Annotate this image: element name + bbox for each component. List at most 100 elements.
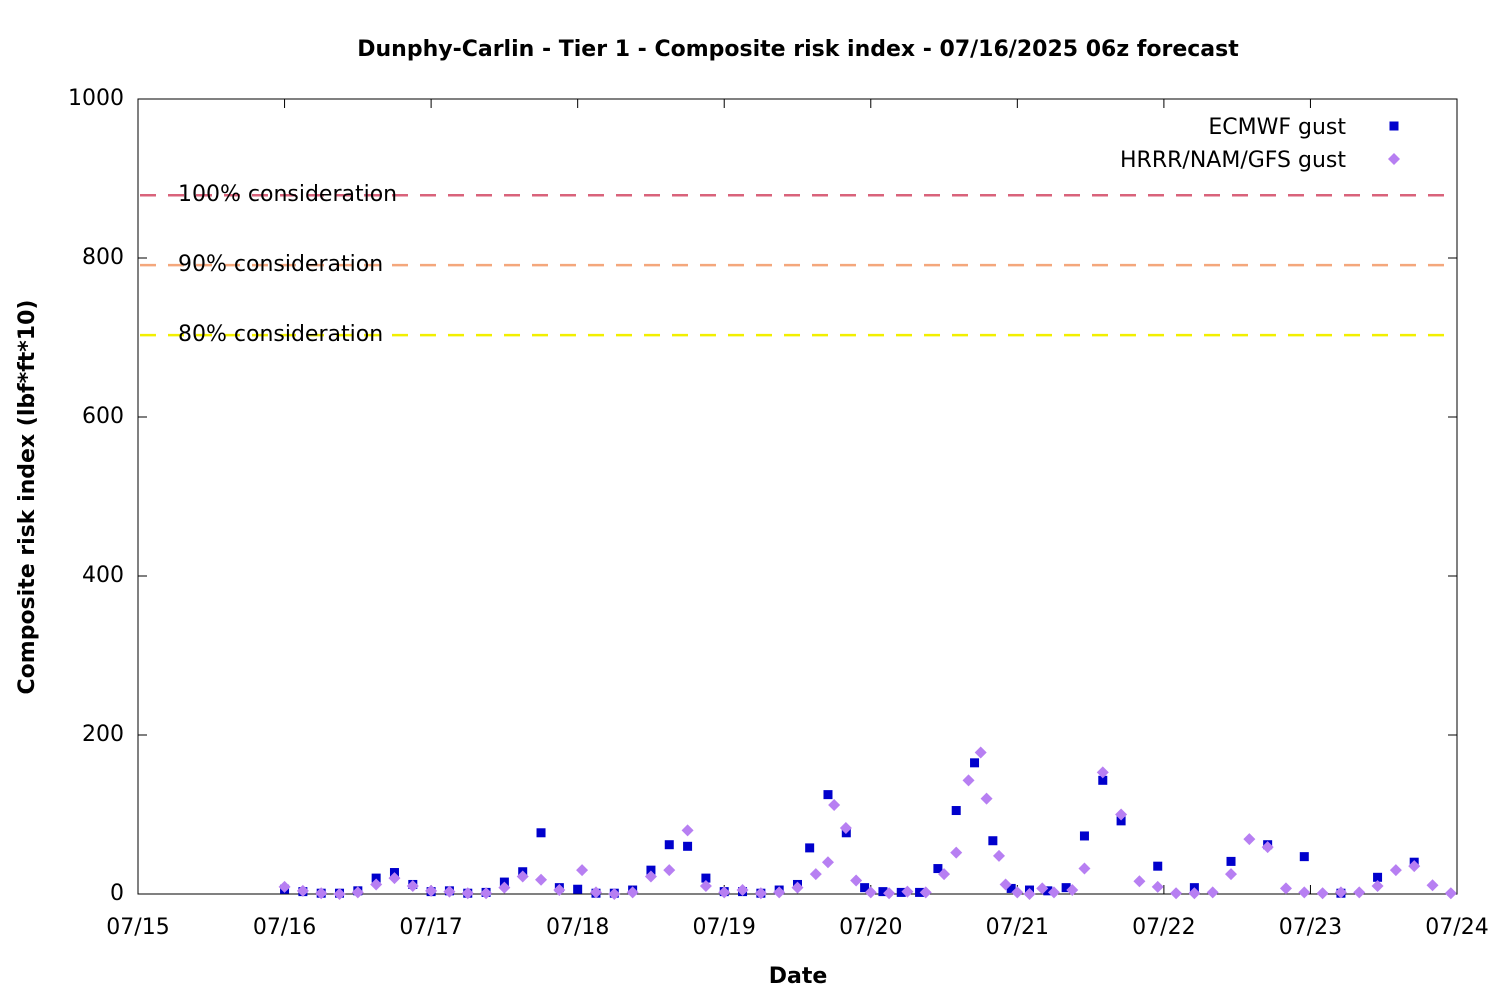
data-point: [576, 864, 589, 877]
x-tick-label: 07/23: [1279, 915, 1342, 940]
y-tick-label: 1000: [68, 86, 124, 111]
data-point: [333, 888, 346, 900]
data-point: [1115, 808, 1128, 821]
data-point: [993, 849, 1006, 862]
data-point: [663, 864, 676, 877]
data-point: [999, 878, 1012, 891]
y-axis-label: Composite risk index (lbf*ft*10): [15, 300, 40, 695]
data-point: [1298, 886, 1311, 899]
data-point: [1151, 880, 1164, 893]
data-point: [805, 843, 815, 853]
data-point: [860, 883, 870, 893]
data-point: [1389, 121, 1399, 131]
data-point: [754, 887, 767, 900]
data-point: [516, 870, 529, 883]
data-point: [425, 884, 438, 897]
data-point: [1188, 887, 1201, 900]
x-tick-label: 07/24: [1425, 915, 1488, 940]
x-tick-label: 07/16: [253, 915, 316, 940]
data-point: [915, 887, 925, 897]
data-point: [553, 884, 566, 897]
data-point: [938, 868, 951, 881]
data-point: [681, 824, 694, 837]
data-point: [1243, 833, 1256, 846]
x-tick-label: 07/19: [693, 915, 756, 940]
data-point: [1011, 886, 1024, 899]
data-point: [864, 886, 877, 899]
legend-label: HRRR/NAM/GFS gust: [1120, 148, 1346, 173]
data-point: [1036, 882, 1049, 895]
data-point: [839, 822, 852, 835]
data-point: [1061, 883, 1071, 893]
data-point: [1153, 861, 1163, 871]
data-point: [644, 870, 657, 883]
data-point: [461, 887, 474, 900]
data-point: [1408, 860, 1421, 873]
y-tick-label: 400: [82, 563, 124, 588]
data-point: [1023, 888, 1036, 900]
threshold-label: 80% consideration: [178, 322, 383, 347]
data-point: [1261, 841, 1274, 854]
data-point: [1170, 887, 1183, 900]
data-point: [736, 884, 749, 897]
x-axis-label: Date: [769, 964, 828, 989]
data-point: [850, 874, 863, 887]
data-point: [351, 886, 364, 899]
data-point: [1006, 883, 1016, 893]
data-point: [1299, 852, 1309, 862]
data-point: [950, 846, 963, 859]
data-point: [608, 888, 621, 900]
data-point: [951, 806, 961, 816]
x-tick-label: 07/17: [399, 915, 462, 940]
data-point: [1066, 884, 1079, 897]
data-point: [878, 887, 888, 897]
data-point: [809, 868, 822, 881]
x-tick-label: 07/20: [839, 915, 902, 940]
data-point: [821, 856, 834, 869]
data-point: [1279, 882, 1292, 895]
data-point: [1388, 153, 1400, 165]
data-point: [573, 884, 583, 894]
x-tick-label: 07/21: [986, 915, 1049, 940]
threshold-label: 100% consideration: [178, 182, 397, 207]
data-point: [498, 881, 511, 894]
y-tick-label: 200: [82, 722, 124, 747]
data-point: [1206, 886, 1219, 899]
data-point: [683, 841, 693, 851]
data-point: [1043, 886, 1053, 896]
data-point: [773, 886, 786, 899]
data-point: [1226, 856, 1236, 866]
data-point: [315, 887, 328, 900]
data-point: [823, 790, 833, 800]
data-point: [664, 840, 674, 850]
data-point: [1079, 831, 1089, 841]
data-point: [536, 828, 546, 838]
data-point: [278, 880, 291, 893]
data-point: [962, 774, 975, 787]
threshold-label: 90% consideration: [178, 252, 383, 277]
data-point: [443, 885, 456, 898]
data-point: [1371, 880, 1384, 893]
data-point: [988, 836, 998, 846]
data-point: [646, 865, 656, 875]
chart-title: Dunphy-Carlin - Tier 1 - Composite risk …: [357, 37, 1239, 62]
x-tick-label: 07/22: [1132, 915, 1195, 940]
data-point: [1444, 887, 1457, 900]
legend-label: ECMWF gust: [1208, 115, 1346, 140]
data-point: [883, 887, 896, 900]
data-point: [828, 798, 841, 811]
data-point: [1098, 775, 1108, 785]
data-point: [480, 887, 493, 900]
data-point: [896, 887, 906, 897]
data-point: [1047, 886, 1060, 899]
data-point: [1389, 864, 1402, 877]
x-tick-label: 07/15: [106, 915, 169, 940]
data-point: [296, 884, 309, 897]
data-point: [1316, 887, 1329, 900]
data-point: [974, 746, 987, 759]
x-tick-label: 07/18: [546, 915, 609, 940]
data-point: [626, 886, 639, 899]
data-point: [1334, 886, 1347, 899]
data-point: [919, 886, 932, 899]
